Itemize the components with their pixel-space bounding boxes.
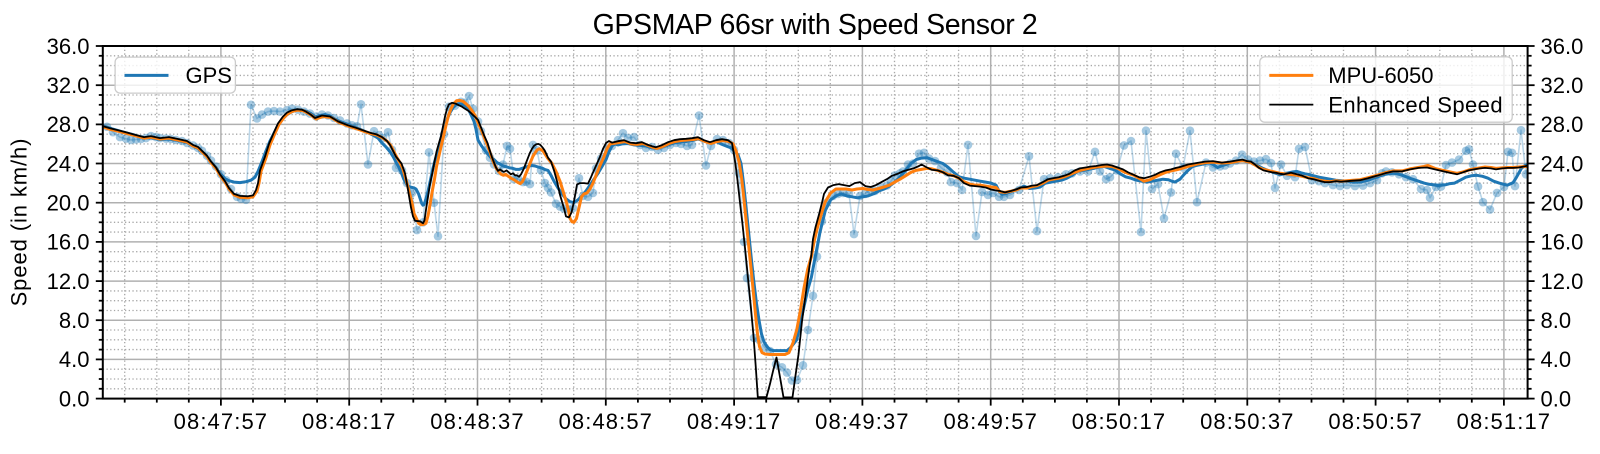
svg-text:8.0: 8.0 <box>1541 308 1572 333</box>
svg-text:Enhanced Speed: Enhanced Speed <box>1328 92 1503 117</box>
svg-text:36.0: 36.0 <box>1541 34 1584 59</box>
svg-text:Speed (in km/h): Speed (in km/h) <box>7 138 32 307</box>
svg-text:08:51:17: 08:51:17 <box>1457 409 1551 434</box>
svg-text:08:48:57: 08:48:57 <box>559 409 653 434</box>
svg-text:GPSMAP 66sr with Speed Sensor: GPSMAP 66sr with Speed Sensor 2 <box>593 9 1038 41</box>
svg-text:0.0: 0.0 <box>1541 386 1572 411</box>
svg-text:08:50:37: 08:50:37 <box>1200 409 1294 434</box>
svg-text:4.0: 4.0 <box>59 347 90 372</box>
svg-text:20.0: 20.0 <box>1541 191 1584 216</box>
svg-text:08:49:17: 08:49:17 <box>687 409 781 434</box>
svg-text:24.0: 24.0 <box>1541 151 1584 176</box>
svg-text:0.0: 0.0 <box>59 386 90 411</box>
svg-text:16.0: 16.0 <box>1541 230 1584 255</box>
svg-text:08:48:17: 08:48:17 <box>302 409 396 434</box>
svg-text:08:50:17: 08:50:17 <box>1072 409 1166 434</box>
svg-text:08:49:57: 08:49:57 <box>943 409 1037 434</box>
svg-text:08:47:57: 08:47:57 <box>174 409 268 434</box>
svg-text:08:49:37: 08:49:37 <box>815 409 909 434</box>
svg-text:08:50:57: 08:50:57 <box>1328 409 1422 434</box>
svg-text:08:48:37: 08:48:37 <box>430 409 524 434</box>
svg-text:32.0: 32.0 <box>47 73 90 98</box>
svg-text:32.0: 32.0 <box>1541 73 1584 98</box>
svg-text:12.0: 12.0 <box>47 269 90 294</box>
svg-text:12.0: 12.0 <box>1541 269 1584 294</box>
svg-text:MPU-6050: MPU-6050 <box>1328 63 1433 88</box>
svg-text:4.0: 4.0 <box>1541 347 1572 372</box>
svg-text:20.0: 20.0 <box>47 191 90 216</box>
svg-text:36.0: 36.0 <box>47 34 90 59</box>
svg-text:8.0: 8.0 <box>59 308 90 333</box>
svg-text:GPS: GPS <box>186 63 232 88</box>
svg-text:28.0: 28.0 <box>47 112 90 137</box>
svg-text:24.0: 24.0 <box>47 151 90 176</box>
svg-text:28.0: 28.0 <box>1541 112 1584 137</box>
svg-text:16.0: 16.0 <box>47 230 90 255</box>
